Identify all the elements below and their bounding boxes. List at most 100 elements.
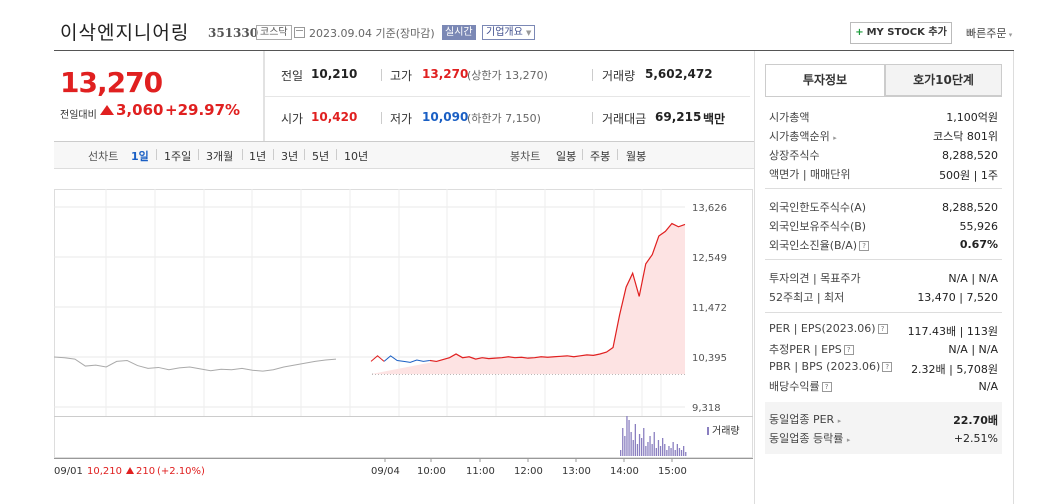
y-tick-label: 13,626 (692, 203, 727, 214)
volume-bar (659, 446, 662, 456)
volume-bar (670, 448, 672, 456)
amount-unit: 백만 (703, 112, 726, 126)
tab-order-book-10[interactable]: 호가10단계 (885, 64, 1002, 96)
stock-name: 이삭엔지니어링 (60, 22, 190, 44)
volume-bar (641, 438, 643, 456)
foreign-hold-value: 55,926 (959, 220, 999, 233)
x-tick-label: 09/04 (371, 466, 400, 477)
foreign-ratio-value: 0.67% (959, 238, 998, 251)
divider (592, 69, 593, 81)
industry-rate-label[interactable]: 동일업종 등락률 ▸ (769, 430, 850, 446)
tab-daily[interactable]: 일봉 (556, 150, 577, 163)
tab-1year[interactable]: 1년 (249, 150, 267, 163)
par-value: 500원 | 1주 (939, 169, 998, 182)
tab-1week[interactable]: 1주일 (164, 150, 192, 163)
header-divider (54, 50, 1014, 51)
section-divider (765, 259, 1002, 260)
divider (198, 149, 199, 160)
add-mystock-button[interactable]: + MY STOCK 추가 (850, 22, 952, 44)
bottom-change: 210 (136, 466, 155, 477)
volume-bar (624, 436, 626, 456)
tab-weekly[interactable]: 주봉 (590, 150, 611, 163)
tab-10year[interactable]: 10년 (344, 150, 369, 163)
bottom-close: 10,210 (87, 466, 122, 477)
volume-bar (628, 420, 630, 456)
tab-invest-info[interactable]: 투자정보 (765, 64, 885, 96)
chart-frame (54, 189, 753, 458)
section-divider (765, 188, 1002, 189)
foreign-ratio-label: 외국인소진율(B/A)? (769, 237, 870, 253)
dropdown-arrow-icon: ▾ (1006, 31, 1013, 39)
week52-label: 52주최고 | 최저 (769, 291, 845, 304)
est-per-value: N/A | N/A (948, 343, 998, 356)
y-tick-label: 10,395 (692, 353, 727, 364)
section-divider (765, 312, 1002, 313)
cap-rank-label: 시가총액순위 ▸ (769, 128, 837, 144)
tab-3year[interactable]: 3년 (281, 150, 299, 163)
divider (617, 149, 618, 160)
block-divider (54, 141, 754, 142)
company-overview-label: 기업개요 (486, 27, 523, 38)
series-prev-day-line (54, 356, 337, 372)
tab-monthly[interactable]: 월봉 (626, 150, 647, 163)
tab-5year[interactable]: 5년 (312, 150, 330, 163)
current-price: 13,270 (60, 66, 163, 99)
price-chart[interactable]: 13,626 12,549 11,472 10,395 9,318 거래량 09/04 10:… (54, 169, 754, 479)
x-tick-label: 15:00 (658, 466, 687, 477)
row-divider (264, 96, 750, 97)
volume-bar (632, 440, 634, 456)
company-overview-button[interactable]: 기업개요 ▼ (482, 25, 536, 40)
cap-rank-label-text: 시가총액순위 (769, 130, 830, 143)
volume-bar (680, 450, 683, 456)
arrow-right-icon: ▸ (833, 134, 837, 142)
prev-close-label: 전일 (281, 69, 304, 83)
prev-close-value: 10,210 (311, 67, 358, 81)
stock-code: 351330 (208, 26, 259, 40)
high-label: 고가 (390, 69, 413, 83)
plus-icon: + (855, 27, 864, 38)
quick-order-button[interactable]: 빠른주문 ▾ (966, 25, 1012, 41)
price-change-value: 3,060 (116, 101, 164, 119)
industry-box (765, 402, 1002, 454)
foreign-hold-label: 외국인보유주식수(B) (769, 220, 867, 233)
low-value: 10,090 (422, 110, 469, 124)
line-chart-label: 선차트 (88, 150, 119, 163)
industry-per-label[interactable]: 동일업종 PER ▸ (769, 411, 841, 427)
volume-bar (647, 442, 649, 456)
high-value: 13,270 (422, 67, 469, 81)
dropdown-arrow-icon: ▼ (526, 29, 532, 37)
industry-per-value: 22.70배 (953, 414, 998, 427)
amount-value: 69,215 (655, 110, 702, 124)
upper-limit: (상한가 13,270) (467, 69, 548, 82)
price-change: 3,060 (100, 101, 163, 119)
pbr-label: PBR | BPS (2023.06)? (769, 360, 893, 373)
series-up-area (371, 223, 685, 375)
opinion-value: N/A | N/A (948, 272, 998, 285)
help-icon[interactable]: ? (821, 382, 832, 392)
dividend-label: 배당수익률? (769, 378, 832, 394)
realtime-button[interactable]: 실시간 (442, 25, 476, 40)
shares-value: 8,288,520 (942, 149, 998, 162)
amount-label: 거래대금 (602, 112, 647, 126)
help-icon[interactable]: ? (877, 324, 888, 334)
tab-1day[interactable]: 1일 (131, 150, 149, 163)
volume-label: 거래량 (602, 69, 636, 83)
help-icon[interactable]: ? (843, 345, 854, 355)
volume-bar (649, 436, 651, 456)
est-per-label: 추정PER | EPS? (769, 341, 854, 357)
volume-bar (657, 440, 660, 456)
panel-divider (765, 96, 1002, 97)
calendar-icon (294, 27, 305, 38)
opinion-label: 투자의견 | 목표주가 (769, 272, 861, 285)
est-per-label-text: 추정PER | EPS (769, 343, 842, 356)
tab-3month[interactable]: 3개월 (206, 150, 234, 163)
y-tick-label: 12,549 (692, 253, 727, 264)
help-icon[interactable]: ? (882, 362, 893, 372)
help-icon[interactable]: ? (859, 241, 870, 251)
divider (381, 69, 382, 81)
volume-bar (626, 416, 628, 456)
x-tick-label: 13:00 (562, 466, 591, 477)
foreign-limit-value: 8,288,520 (942, 201, 998, 214)
vs-prev-label: 전일대비 (60, 110, 97, 121)
volume-bar (638, 434, 641, 456)
